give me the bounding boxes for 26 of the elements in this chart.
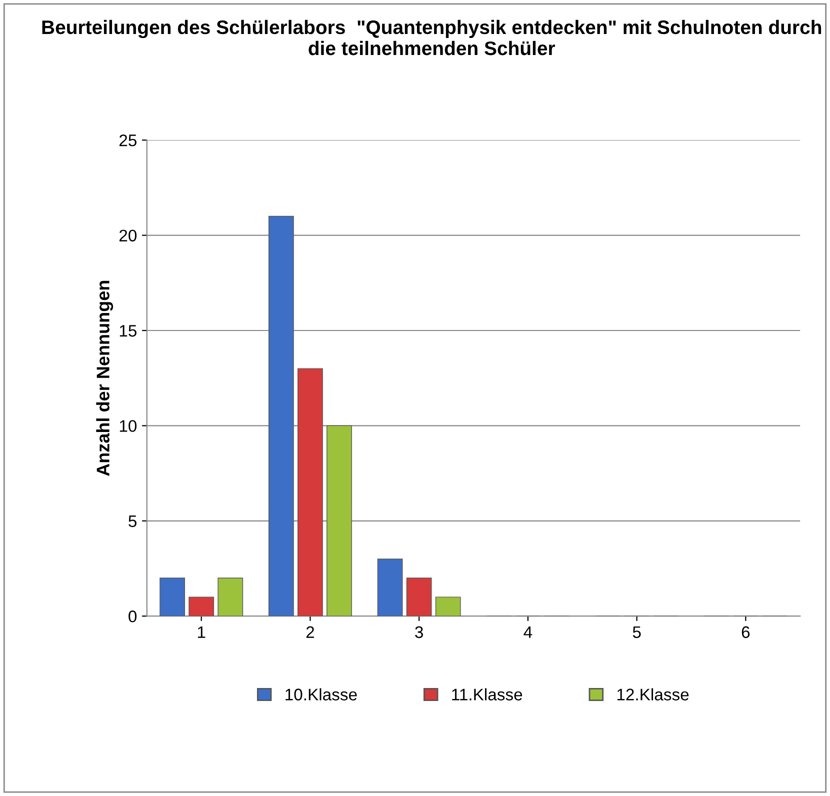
bar xyxy=(218,578,244,616)
legend-label: 10.Klasse xyxy=(286,688,357,700)
bar xyxy=(326,425,352,616)
x-tick-label: 1 xyxy=(198,626,206,638)
chart-title: Beurteilungen des Schülerlabors "Quantenphysik entdecken" mit Schulnoten durch die teilnehmenden Schüler xyxy=(42,20,822,56)
y-tick-label: 25 xyxy=(119,134,136,146)
y-tick-label: 20 xyxy=(119,230,137,242)
bar xyxy=(268,216,294,616)
x-tick-label: 3 xyxy=(415,626,423,638)
bar xyxy=(377,558,403,616)
y-tick-label: 10 xyxy=(120,420,137,432)
bar xyxy=(160,578,185,616)
x-tick-label: 6 xyxy=(742,626,750,638)
bar xyxy=(406,578,432,616)
y-tick-label: 0 xyxy=(128,610,137,622)
x-tick-label: 5 xyxy=(632,626,641,638)
bar xyxy=(298,368,323,616)
x-tick-label: 4 xyxy=(524,626,532,638)
bar xyxy=(188,596,214,616)
legend-label: 12.Klasse xyxy=(617,688,689,700)
y-axis-title: Anzahl der Nennungen xyxy=(96,280,114,476)
legend-label: 11.Klasse xyxy=(452,688,522,700)
bar xyxy=(435,596,461,616)
y-tick-label: 5 xyxy=(128,515,136,528)
y-tick-label: 15 xyxy=(120,325,136,337)
x-tick-label: 2 xyxy=(306,626,314,638)
